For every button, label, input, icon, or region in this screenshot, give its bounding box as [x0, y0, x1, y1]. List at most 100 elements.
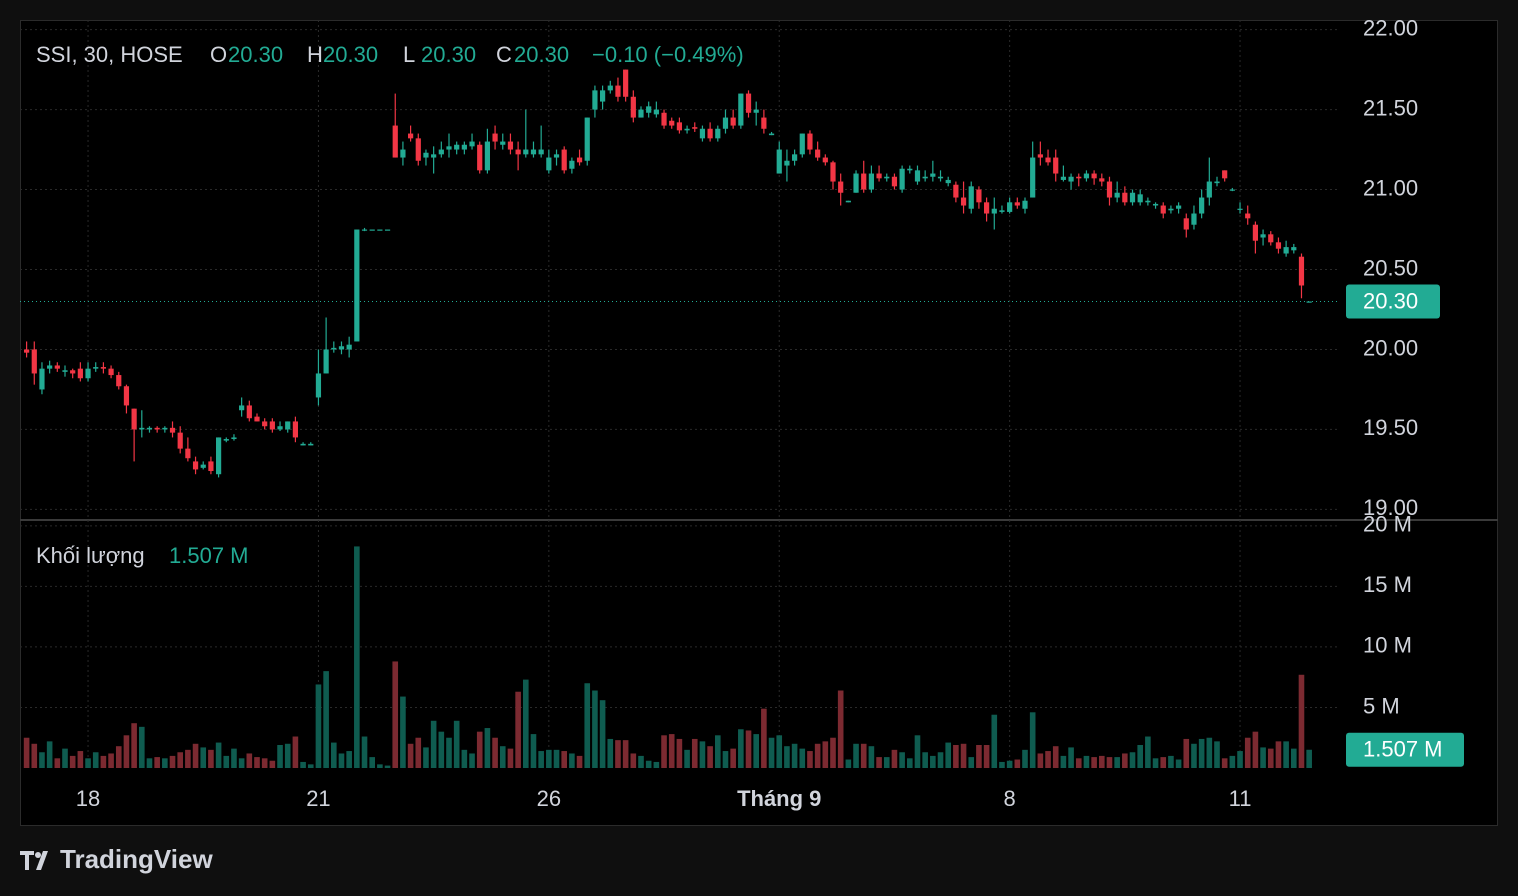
candle-body — [1099, 178, 1105, 182]
candle-body — [1237, 208, 1243, 210]
candle-body — [146, 427, 153, 430]
volume-bar — [1014, 759, 1021, 768]
candle-body — [1283, 247, 1289, 254]
candle-body — [231, 437, 237, 440]
volume-bar — [853, 743, 859, 768]
candle-body — [799, 133, 805, 155]
candle-body — [1152, 203, 1159, 206]
volume-bar — [1237, 751, 1243, 768]
volume-bar — [745, 730, 752, 768]
volume-bar — [730, 748, 736, 768]
candle-body — [1199, 197, 1205, 214]
x-tick-label: 8 — [1004, 786, 1016, 811]
x-tick-label: 26 — [537, 786, 561, 811]
candle-body — [1053, 157, 1059, 174]
candle-body — [922, 176, 928, 179]
candle-body — [77, 368, 83, 379]
legend-value: 20.30 — [514, 42, 569, 67]
volume-bar — [953, 744, 959, 768]
volume-bar — [1029, 712, 1036, 768]
candle-body — [653, 109, 659, 115]
candle-body — [661, 112, 667, 126]
volume-bar — [231, 748, 237, 768]
volume-bar — [1106, 757, 1113, 768]
volume-bar — [185, 749, 191, 768]
volume-bar — [323, 671, 329, 768]
volume-bar — [899, 752, 905, 768]
candle-body — [500, 141, 506, 145]
candle-body — [991, 208, 997, 214]
candle-body — [392, 125, 398, 158]
candle-body — [815, 149, 821, 158]
volume-bar — [39, 752, 45, 768]
candle-body — [745, 93, 752, 113]
volume-bar — [530, 734, 537, 768]
volume-bar — [307, 764, 314, 768]
candle-body — [960, 197, 967, 206]
volume-bar — [546, 749, 552, 768]
volume-bar — [1160, 757, 1167, 768]
candle-body — [776, 149, 782, 174]
candle-body — [62, 370, 68, 372]
volume-bar — [215, 742, 222, 768]
candle-body — [454, 144, 460, 150]
volume-bar — [791, 743, 798, 768]
candle-body — [131, 408, 137, 430]
volume-bar — [415, 737, 422, 768]
volume-bar — [515, 691, 521, 768]
candle-body — [346, 344, 352, 350]
legend-value: 20.30 — [421, 42, 476, 67]
candle-body — [538, 149, 544, 155]
volume-bar — [907, 758, 913, 768]
volume-bar — [354, 546, 360, 768]
volume-bar — [592, 690, 598, 768]
volume-bar — [438, 731, 445, 768]
volume-bar — [883, 757, 890, 768]
candle-body — [676, 122, 682, 131]
volume-bar — [991, 714, 998, 768]
volume-bar — [922, 752, 928, 768]
volume-bar — [1260, 747, 1266, 768]
volume-bar — [1175, 759, 1182, 768]
candle-body — [646, 106, 652, 113]
volume-bar — [837, 690, 844, 768]
volume-bar — [1198, 738, 1205, 768]
candle-body — [361, 229, 368, 231]
candle-body — [384, 229, 391, 231]
volume-bar — [507, 748, 514, 768]
volume-bar — [1083, 755, 1090, 768]
candle-body — [39, 368, 45, 390]
candle-body — [930, 173, 936, 177]
candle-body — [792, 154, 798, 161]
volume-bar — [377, 764, 383, 768]
candle-body — [861, 173, 867, 190]
candle-body — [553, 154, 560, 158]
candle-body — [768, 133, 775, 136]
candle-body — [899, 168, 905, 190]
candle-body — [1014, 202, 1020, 206]
candle-body — [1091, 173, 1097, 179]
candle-body — [1045, 157, 1051, 163]
volume-bar — [1068, 747, 1074, 768]
candle-body — [730, 117, 736, 126]
candle-body — [477, 144, 483, 171]
volume-bar — [569, 753, 575, 768]
candle-body — [615, 85, 621, 97]
volume-bar — [461, 749, 468, 768]
volume-bar — [868, 746, 875, 768]
volume-bar — [1075, 758, 1082, 768]
legend-key: C — [496, 42, 512, 67]
candle-body — [1252, 224, 1258, 241]
volume-bar — [722, 751, 729, 768]
candle-body — [1076, 176, 1082, 179]
candle-body — [446, 146, 452, 150]
candle-body — [1083, 173, 1090, 179]
volume-bar — [661, 735, 667, 768]
volume-bar — [799, 748, 806, 768]
candle-body — [1275, 242, 1282, 249]
volume-bar — [1045, 751, 1051, 768]
volume-bar — [85, 758, 91, 768]
x-tick-label: 11 — [1229, 786, 1252, 811]
volume-bar — [1022, 749, 1028, 768]
chart-frame — [20, 20, 1498, 826]
